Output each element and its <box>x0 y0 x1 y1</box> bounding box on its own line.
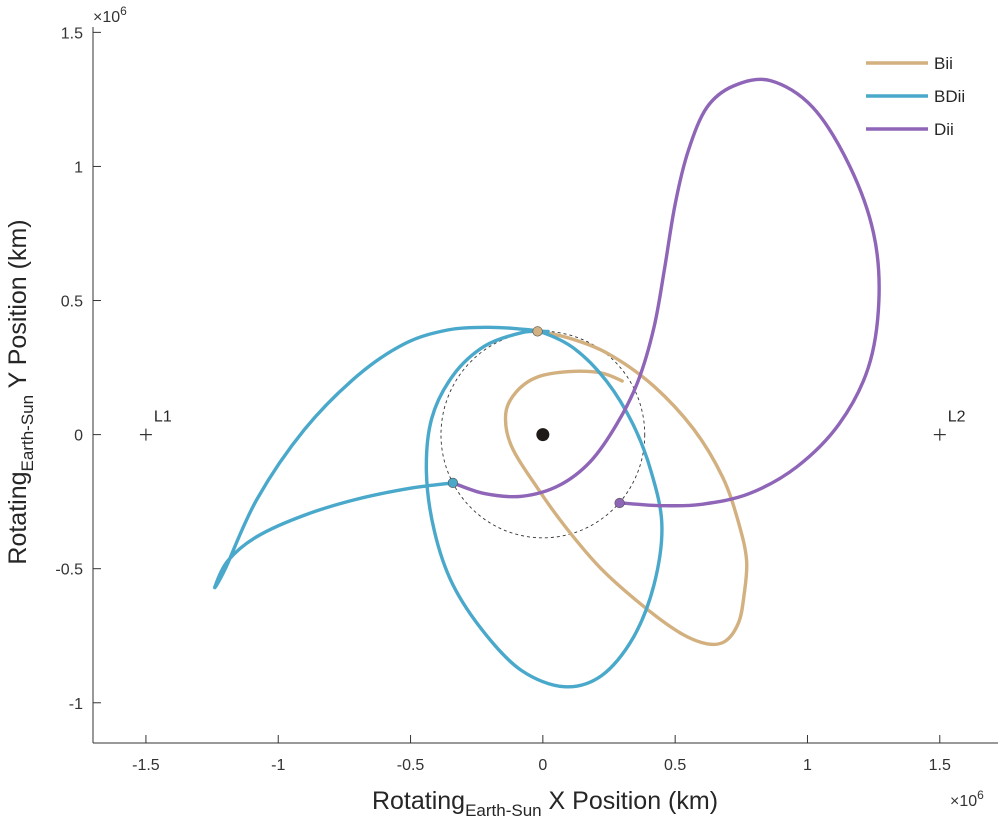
plot-area: L1 L2 <box>139 77 966 689</box>
y-tick-label: 0 <box>74 428 83 445</box>
l2-label: L2 <box>948 409 966 426</box>
start-marker-bii <box>532 326 543 337</box>
x-tick-label: -0.5 <box>397 757 425 774</box>
series-line-dii <box>451 77 881 508</box>
start-marker-dii <box>614 497 625 509</box>
x-tick-label: -1 <box>271 757 285 774</box>
legend-label-bdii: BDii <box>934 87 965 106</box>
y-axis-exponent: ×106 <box>93 4 127 26</box>
x-tick-label: -1.5 <box>132 757 160 774</box>
x-tick-label: 0 <box>538 757 547 774</box>
y-tick-label: -1 <box>69 696 83 713</box>
x-tick-label: 1.5 <box>929 757 951 774</box>
l1-label: L1 <box>154 409 172 426</box>
legend-label-dii: Dii <box>934 120 954 139</box>
legend: Bii BDii Dii <box>866 54 965 139</box>
axes: -1.5 -1 -0.5 0 0.5 1 1.5 -1 -0.5 0 0.5 1 1.5 <box>55 25 998 774</box>
y-tick-label: 1 <box>74 159 83 176</box>
x-tick-label: 0.5 <box>664 757 686 774</box>
earth-marker <box>536 428 550 442</box>
start-marker-bdii <box>447 477 458 488</box>
x-axis-label: RotatingEarth-Sun X Position (km) <box>372 787 718 820</box>
y-axis-label: RotatingEarth-Sun Y Position (km) <box>4 219 37 564</box>
x-tick-label: 1 <box>803 757 812 774</box>
series-line-bii <box>503 329 749 647</box>
y-tick-label: -0.5 <box>55 562 83 579</box>
x-axis-exponent: ×106 <box>950 788 984 810</box>
y-tick-label: 0.5 <box>61 294 83 311</box>
series-line-bdii <box>213 325 664 689</box>
legend-label-bii: Bii <box>934 54 953 73</box>
y-tick-label: 1.5 <box>61 25 83 42</box>
